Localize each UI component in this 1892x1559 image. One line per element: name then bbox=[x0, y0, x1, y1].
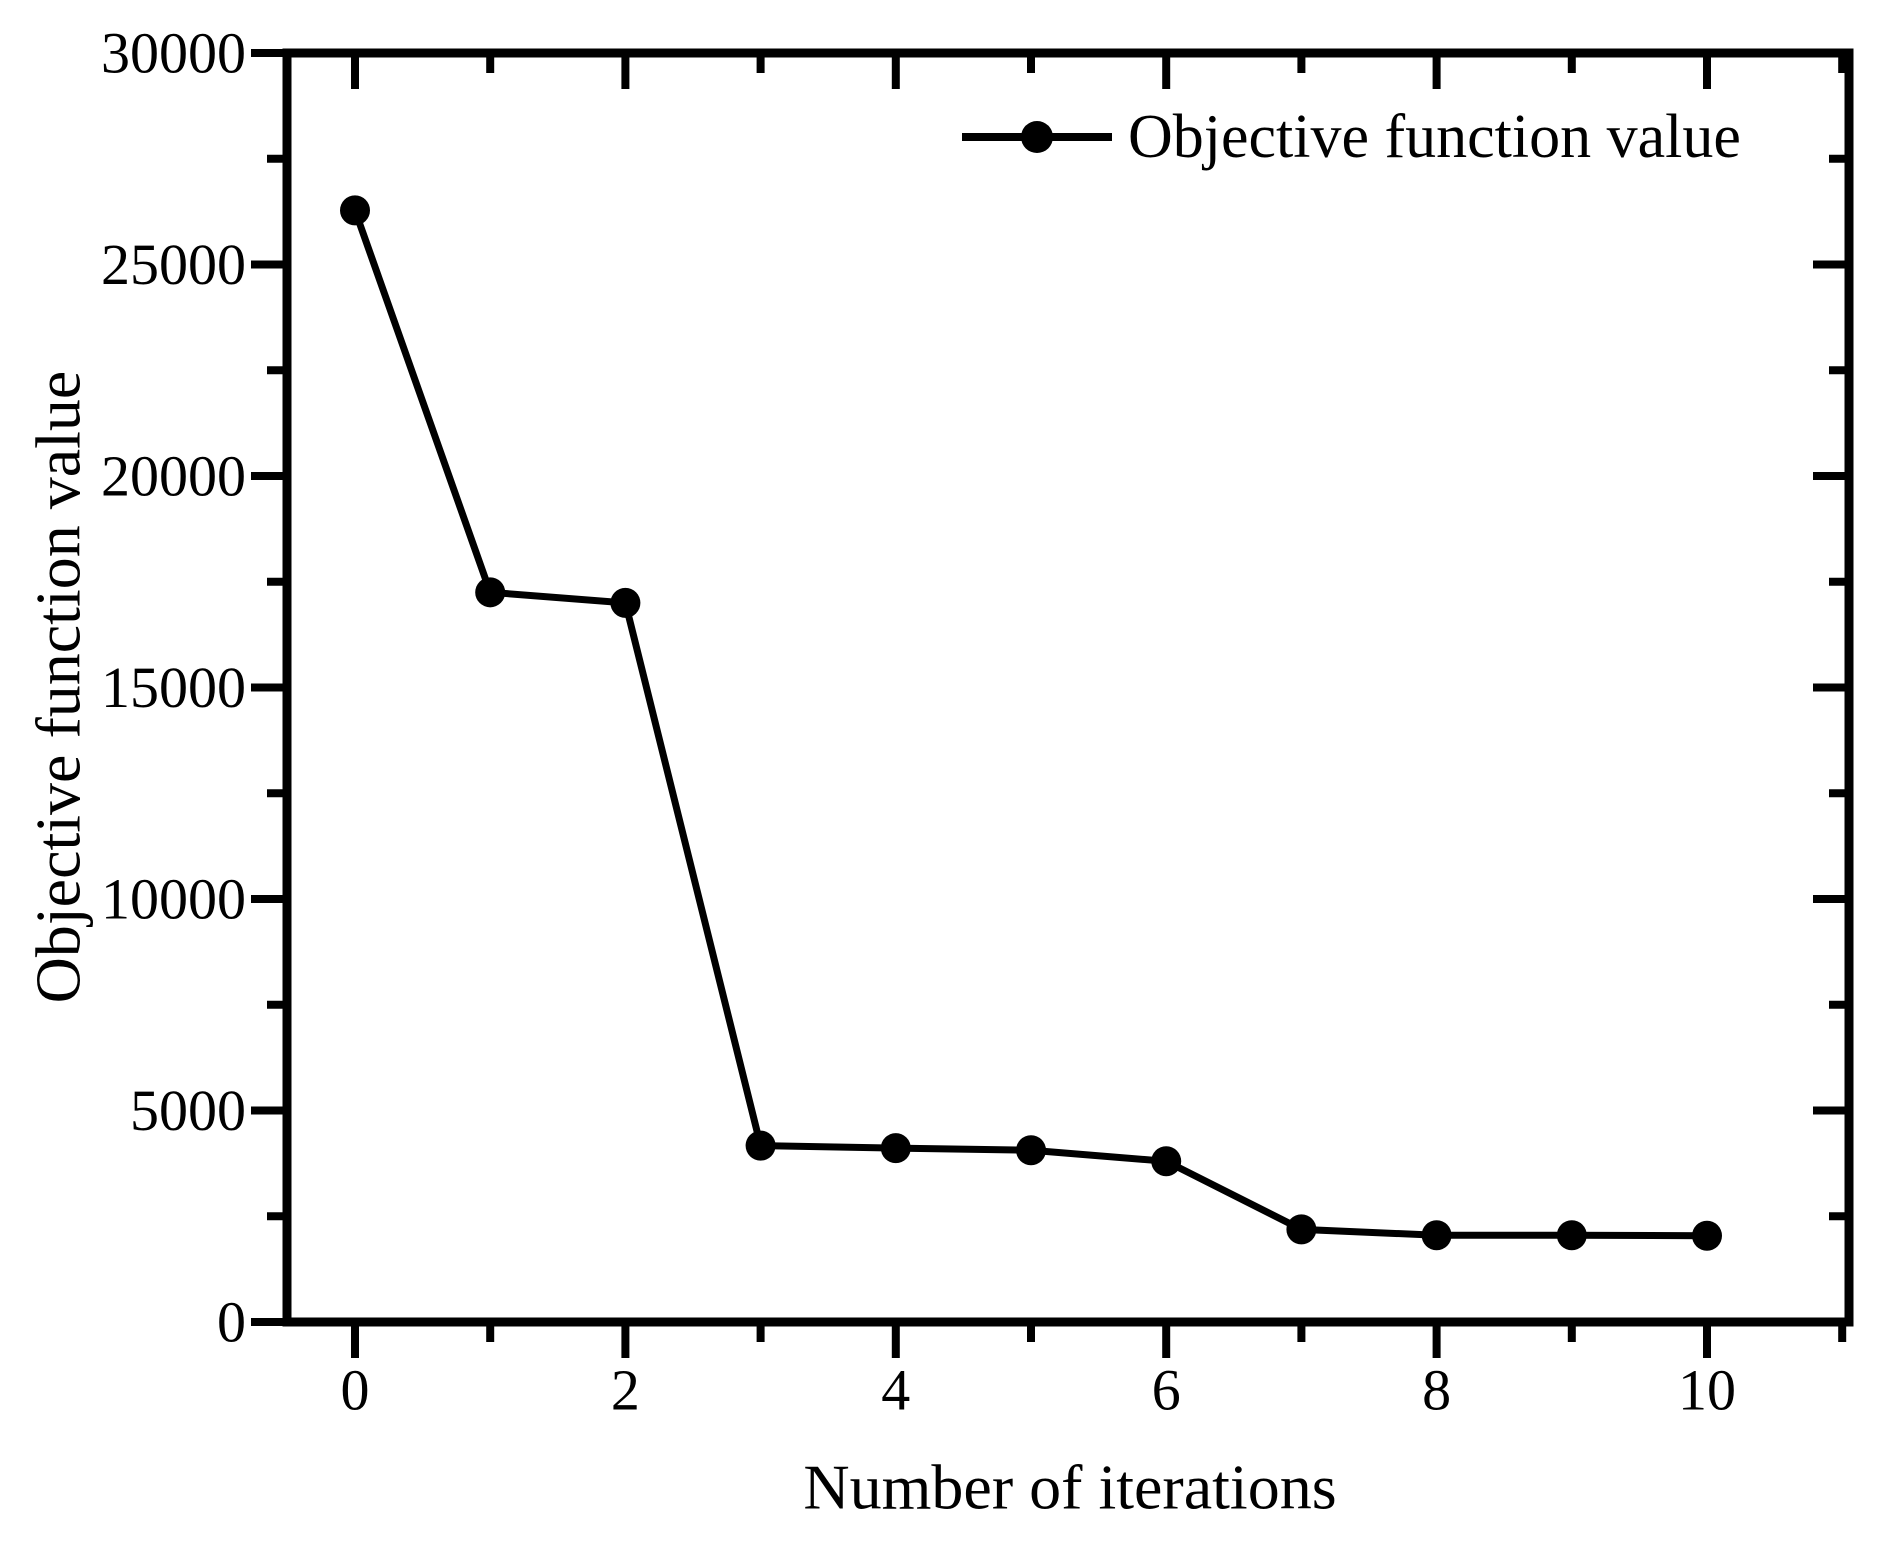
axis-ticks bbox=[251, 49, 1849, 1358]
x-tick-label: 2 bbox=[611, 1358, 640, 1423]
y-tick-label: 25000 bbox=[101, 232, 246, 297]
data-point-marker bbox=[1692, 1220, 1722, 1251]
data-point-marker bbox=[1556, 1220, 1587, 1251]
data-point-marker bbox=[880, 1133, 911, 1164]
axis-tick-labels: 0 2 4 6 8 10 0 5000 10000 15000 20000 25000 30000 bbox=[101, 21, 1736, 1423]
data-point-marker bbox=[340, 195, 370, 226]
y-tick-label: 0 bbox=[217, 1290, 246, 1355]
x-tick-label: 10 bbox=[1678, 1358, 1736, 1423]
legend-label: Objective function value bbox=[1128, 103, 1741, 171]
data-point-marker bbox=[1421, 1220, 1452, 1251]
data-point-marker bbox=[1016, 1135, 1046, 1166]
y-tick-label: 30000 bbox=[101, 21, 246, 86]
y-axis-title: Objective function value bbox=[23, 371, 94, 1004]
data-point-marker bbox=[745, 1130, 776, 1161]
legend: Objective function value bbox=[962, 103, 1741, 171]
x-tick-label: 4 bbox=[881, 1358, 910, 1423]
data-point-marker bbox=[1151, 1146, 1182, 1177]
data-point-marker bbox=[475, 577, 506, 608]
y-tick-label: 10000 bbox=[101, 867, 246, 932]
x-tick-label: 0 bbox=[341, 1358, 370, 1423]
legend-marker-icon bbox=[1021, 121, 1053, 153]
data-point-marker bbox=[610, 587, 641, 618]
y-tick-label: 5000 bbox=[130, 1078, 246, 1143]
plot-border bbox=[282, 48, 1854, 1327]
data-series bbox=[340, 195, 1722, 1251]
x-tick-label: 6 bbox=[1152, 1358, 1181, 1423]
x-axis-title: Number of iterations bbox=[803, 1452, 1336, 1523]
series-line bbox=[351, 209, 1708, 1240]
data-point-marker bbox=[1286, 1214, 1317, 1245]
y-tick-label: 20000 bbox=[101, 444, 246, 509]
y-tick-label: 15000 bbox=[101, 655, 246, 720]
x-tick-label: 8 bbox=[1422, 1358, 1451, 1423]
